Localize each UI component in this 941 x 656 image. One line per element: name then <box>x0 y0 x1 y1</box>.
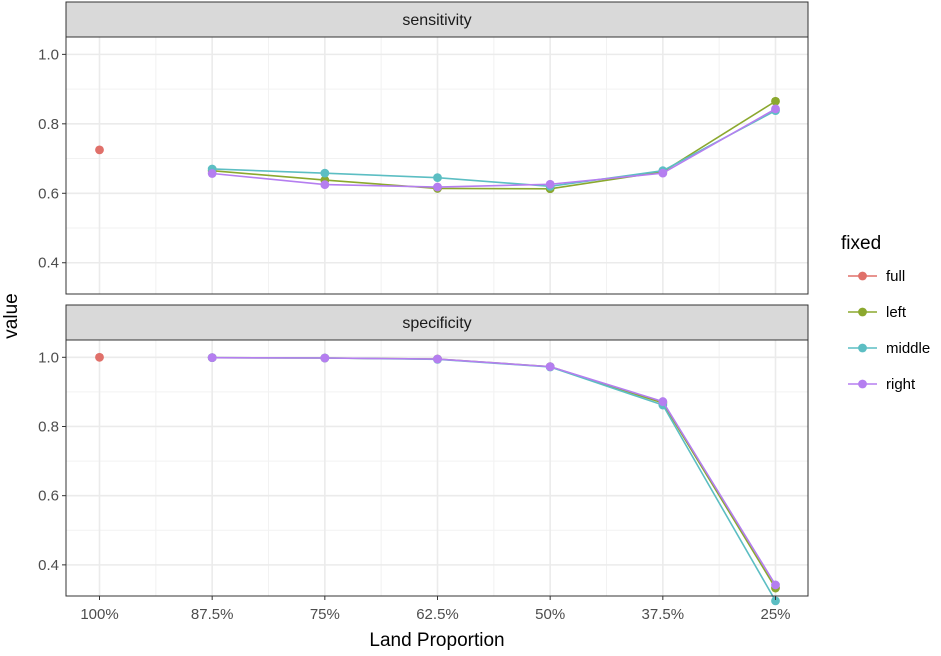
data-point-full <box>95 352 104 362</box>
series-line-middle <box>212 109 776 188</box>
data-point-right <box>320 353 330 363</box>
data-point-left <box>771 96 780 106</box>
facet-strip <box>65 1 809 38</box>
legend-label-middle: middle <box>886 340 930 357</box>
y-tick-label: 0.8 <box>38 418 59 435</box>
legend-key-point-full <box>858 271 867 281</box>
data-point-right <box>207 353 217 363</box>
legend-title: fixed <box>841 233 881 254</box>
data-point-right <box>771 580 780 590</box>
series-line-right <box>212 108 776 188</box>
facet-strip-label: sensitivity <box>402 12 471 29</box>
x-tick-label: 50% <box>535 606 565 623</box>
legend-key-point-middle <box>858 343 867 353</box>
data-point-right <box>320 180 330 190</box>
facet-strip-label: specificity <box>402 315 471 332</box>
y-tick-label: 1.0 <box>38 46 59 63</box>
legend-label-left: left <box>886 304 907 321</box>
x-tick-label: 75% <box>310 606 340 623</box>
x-tick-label: 37.5% <box>642 606 685 623</box>
x-tick-label: 62.5% <box>416 606 459 623</box>
y-tick-label: 0.6 <box>38 488 59 505</box>
data-point-right <box>771 104 780 114</box>
y-tick-label: 1.0 <box>38 349 59 366</box>
data-point-right <box>545 362 555 372</box>
data-point-right <box>658 397 668 406</box>
data-point-middle <box>433 173 442 183</box>
y-tick-label: 0.6 <box>38 185 59 202</box>
legend-label-full: full <box>886 268 905 285</box>
y-tick-label: 0.4 <box>38 255 59 272</box>
panel-border <box>65 36 809 295</box>
data-point-full <box>95 145 104 155</box>
data-point-right <box>433 182 442 192</box>
x-tick-label: 87.5% <box>191 606 234 623</box>
series-line-right <box>212 356 777 586</box>
data-point-right <box>658 168 668 178</box>
y-tick-label: 0.4 <box>38 557 59 574</box>
facet-strip <box>65 304 809 341</box>
legend-key-point-right <box>858 379 867 389</box>
data-point-right <box>433 354 442 364</box>
x-tick-label: 100% <box>80 606 118 623</box>
data-point-right <box>545 179 555 189</box>
x-axis-title: Land Proportion <box>369 630 504 651</box>
data-point-middle <box>771 596 780 606</box>
data-point-right <box>207 169 217 178</box>
y-tick-label: 0.8 <box>38 116 59 133</box>
y-axis-title: value <box>1 293 22 338</box>
x-tick-label: 25% <box>760 606 790 623</box>
legend-label-right: right <box>886 376 916 393</box>
legend-key-point-left <box>858 307 867 317</box>
data-point-middle <box>320 168 330 178</box>
